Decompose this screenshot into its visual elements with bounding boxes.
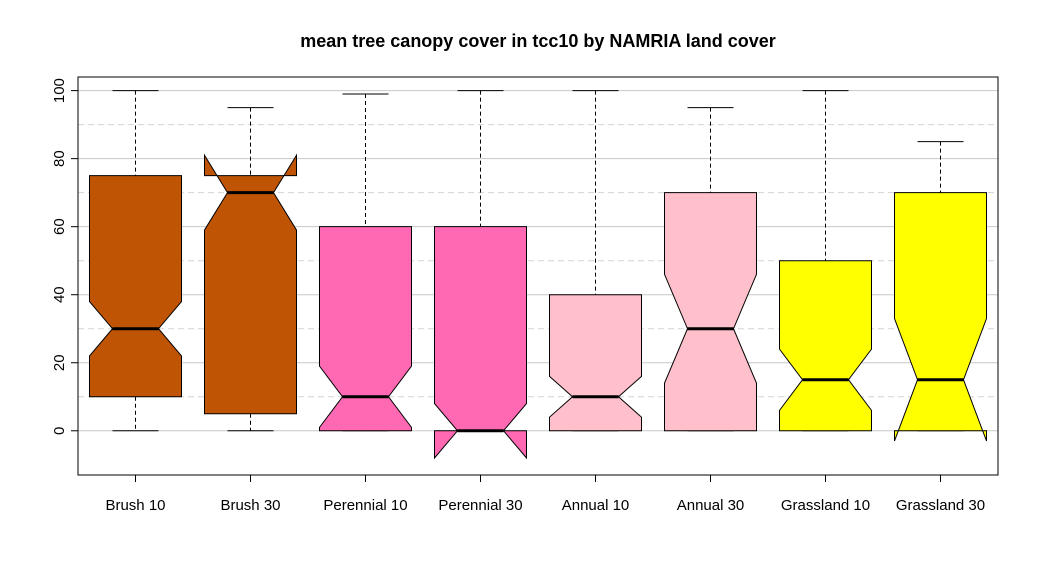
x-tick-label: Brush 30 xyxy=(220,497,280,514)
boxes xyxy=(89,90,987,460)
y-tick-label: 20 xyxy=(51,354,68,371)
y-tick-label: 100 xyxy=(51,78,68,103)
notched-box xyxy=(319,226,412,432)
x-tick-label: Grassland 10 xyxy=(781,497,870,514)
box-4 xyxy=(434,90,527,460)
notched-box xyxy=(894,192,987,442)
y-tick-label: 0 xyxy=(51,427,68,435)
notched-box xyxy=(549,294,642,432)
y-tick-label: 40 xyxy=(51,286,68,303)
x-tick-label: Grassland 30 xyxy=(896,497,985,514)
box-3 xyxy=(319,93,412,432)
chart-title: mean tree canopy cover in tcc10 by NAMRI… xyxy=(300,31,776,51)
y-tick-label: 60 xyxy=(51,218,68,235)
box-7 xyxy=(779,90,872,432)
notched-box xyxy=(779,260,872,432)
y-tick-label: 80 xyxy=(51,150,68,167)
box-5 xyxy=(549,90,642,432)
box-6 xyxy=(664,107,757,432)
box-1 xyxy=(89,90,182,432)
x-tick-label: Perennial 10 xyxy=(323,497,407,514)
x-tick-label: Brush 10 xyxy=(105,497,165,514)
axes: 0 20 40 60 80 100 Brush 10 Brush 30 Perennial 10… xyxy=(51,78,985,514)
x-tick-label: Perennial 30 xyxy=(438,497,522,514)
box-2 xyxy=(204,107,297,432)
notched-box xyxy=(89,175,182,398)
notched-box xyxy=(434,226,527,460)
x-tick-label: Annual 30 xyxy=(677,497,745,514)
x-tick-label: Annual 10 xyxy=(562,497,630,514)
box-8 xyxy=(894,141,987,442)
notched-box xyxy=(664,192,757,432)
notched-box xyxy=(204,153,297,415)
